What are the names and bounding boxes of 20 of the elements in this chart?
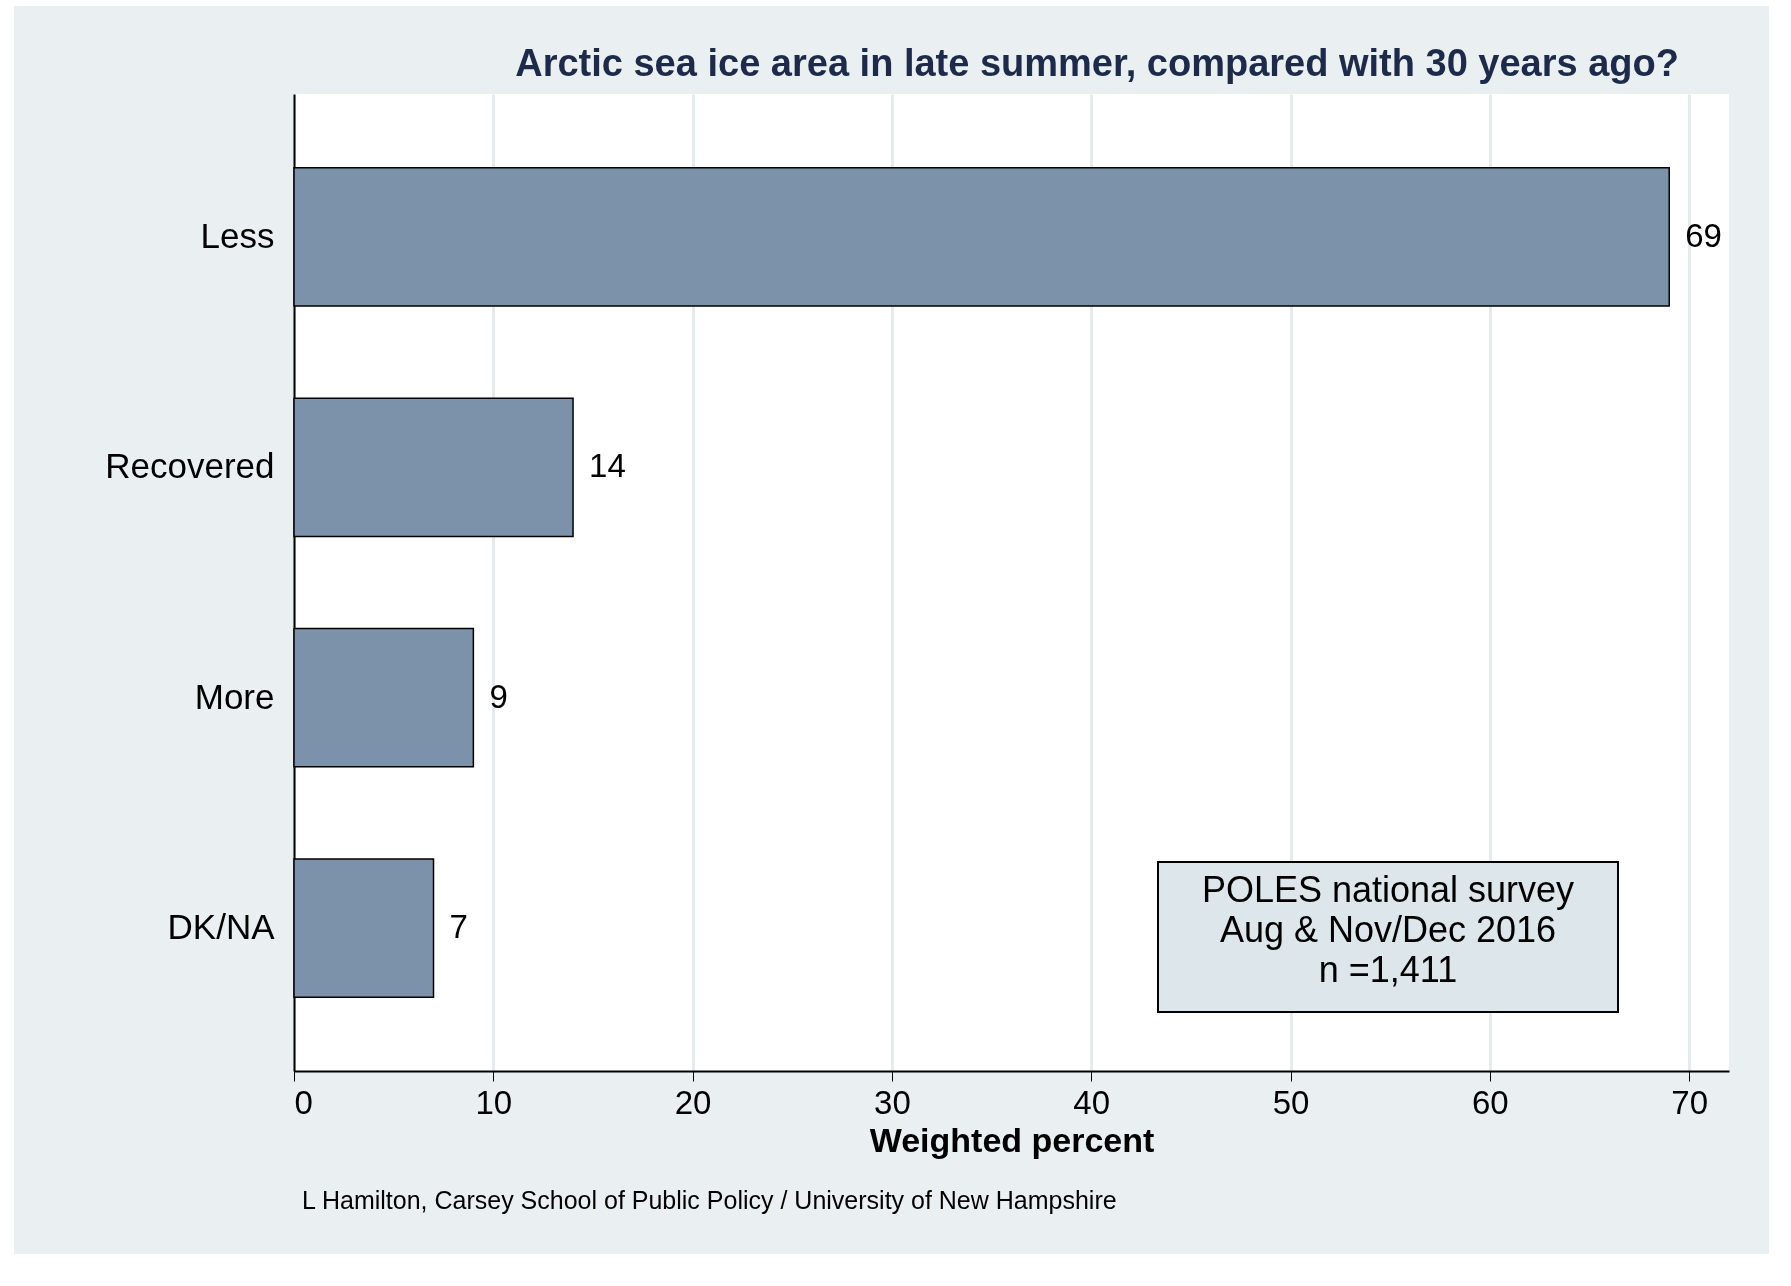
x-tick-label: 70 xyxy=(1671,1083,1708,1121)
annotation: POLES national survey Aug & Nov/Dec 2016 n =1,411 xyxy=(1201,869,1575,990)
x-tick-label: 30 xyxy=(874,1083,911,1121)
x-tick-label: 0 xyxy=(294,1083,313,1121)
chart-title: Arctic sea ice area in late summer, compared with 30 years ago? xyxy=(515,42,1679,84)
x-tick-label: 40 xyxy=(1073,1083,1111,1121)
text: L Hamilton, Carsey School of Public Policy / University of New Hampshire xyxy=(302,1186,1117,1214)
y-tick-label: More xyxy=(194,676,275,716)
data-label: 14 xyxy=(589,447,626,485)
x-axis-title: Weighted percent xyxy=(869,1120,1155,1159)
y-tick-label: Recovered xyxy=(105,446,275,486)
data-label: 7 xyxy=(449,908,468,946)
y-tick-label: Less xyxy=(200,215,275,255)
x-tick-label: 10 xyxy=(475,1083,513,1121)
data-label: 9 xyxy=(489,677,508,715)
x-tick-label: 50 xyxy=(1272,1083,1310,1121)
x-tick-label: 20 xyxy=(674,1083,712,1121)
y-tick-label: DK/NA xyxy=(167,907,276,947)
x-tick-label: 60 xyxy=(1471,1083,1509,1121)
data-label: 69 xyxy=(1685,216,1722,254)
